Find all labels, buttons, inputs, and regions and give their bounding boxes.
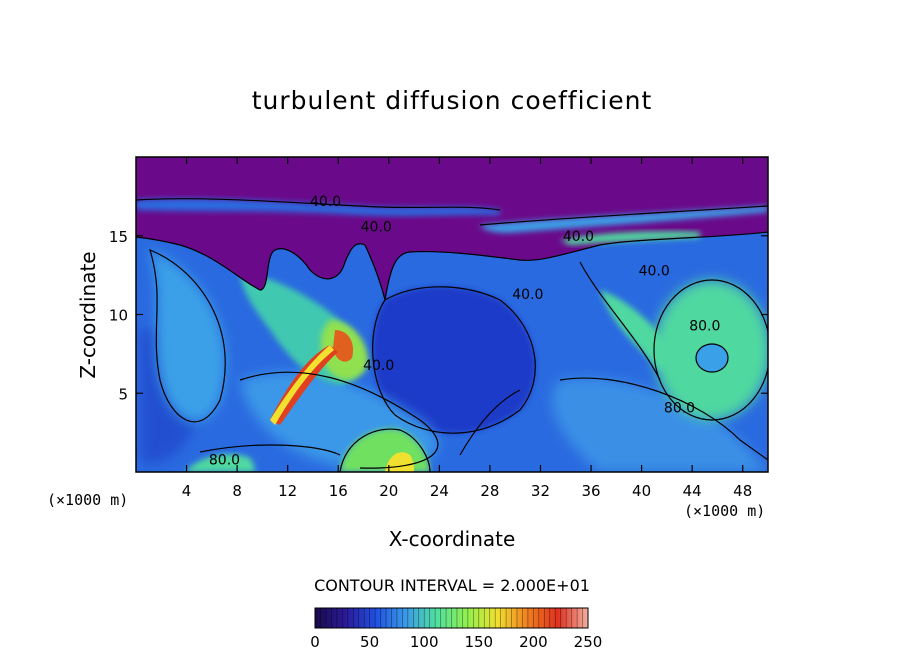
colorbar-tick-label: 0 bbox=[310, 633, 320, 651]
x-tick-label: 24 bbox=[430, 482, 449, 500]
x-tick-label: 8 bbox=[232, 482, 242, 500]
contour-label: 80.0 bbox=[689, 319, 720, 335]
y-axis-label: Z-coordinate bbox=[76, 251, 100, 379]
x-axis-ticks: 4 8 12 16 20 24 28 32 36 40 44 48 bbox=[182, 157, 752, 500]
contour-label: 40.0 bbox=[363, 358, 394, 374]
y-axis-ticks: 5 10 15 bbox=[109, 228, 768, 403]
region-low-core bbox=[372, 286, 536, 434]
contour-label: 80.0 bbox=[664, 400, 695, 416]
contour-label: 40.0 bbox=[512, 287, 543, 303]
colorbar-tick-label: 100 bbox=[410, 633, 439, 651]
x-unit-label-right: (×1000 m) bbox=[684, 502, 766, 520]
x-unit-label-left: (×1000 m) bbox=[47, 491, 129, 509]
x-tick-label: 20 bbox=[379, 482, 398, 500]
x-tick-label: 28 bbox=[480, 482, 499, 500]
x-tick-label: 36 bbox=[581, 482, 600, 500]
contour-label: 40.0 bbox=[563, 229, 594, 245]
contour-labels: 40.0 40.0 40.0 40.0 40.0 80.0 80.0 80.0 40.0 bbox=[209, 194, 720, 468]
colorbar-frame bbox=[314, 607, 589, 629]
chart-title: turbulent diffusion coefficient bbox=[251, 86, 653, 115]
x-tick-label: 12 bbox=[278, 482, 297, 500]
colorbar-tick-label: 200 bbox=[519, 633, 548, 651]
contour-label: 40.0 bbox=[639, 263, 670, 279]
plot-field: 40.0 40.0 40.0 40.0 40.0 80.0 80.0 80.0 40.0 bbox=[136, 157, 768, 472]
x-tick-label: 32 bbox=[531, 482, 550, 500]
contour-interval-label: CONTOUR INTERVAL = 2.000E+01 bbox=[314, 576, 590, 595]
y-tick-label: 15 bbox=[109, 228, 128, 246]
x-tick-label: 44 bbox=[683, 482, 702, 500]
colorbar-tick-label: 50 bbox=[360, 633, 379, 651]
contour-label: 40.0 bbox=[361, 219, 392, 235]
y-tick-label: 5 bbox=[118, 385, 128, 403]
colorbar-tick-label: 250 bbox=[574, 633, 603, 651]
contour-label: 80.0 bbox=[209, 452, 240, 468]
x-tick-label: 40 bbox=[632, 482, 651, 500]
colorbar-tick-label: 150 bbox=[464, 633, 493, 651]
colorbar: 0 50 100 150 200 250 bbox=[310, 607, 603, 651]
y-tick-label: 10 bbox=[109, 307, 128, 325]
x-tick-label: 48 bbox=[733, 482, 752, 500]
x-tick-label: 16 bbox=[329, 482, 348, 500]
x-tick-label: 4 bbox=[182, 482, 192, 500]
region-upper-layer bbox=[136, 157, 768, 300]
region-plume-peak bbox=[333, 330, 354, 362]
contour-label: 40.0 bbox=[310, 194, 341, 210]
x-axis-label: X-coordinate bbox=[388, 527, 516, 551]
